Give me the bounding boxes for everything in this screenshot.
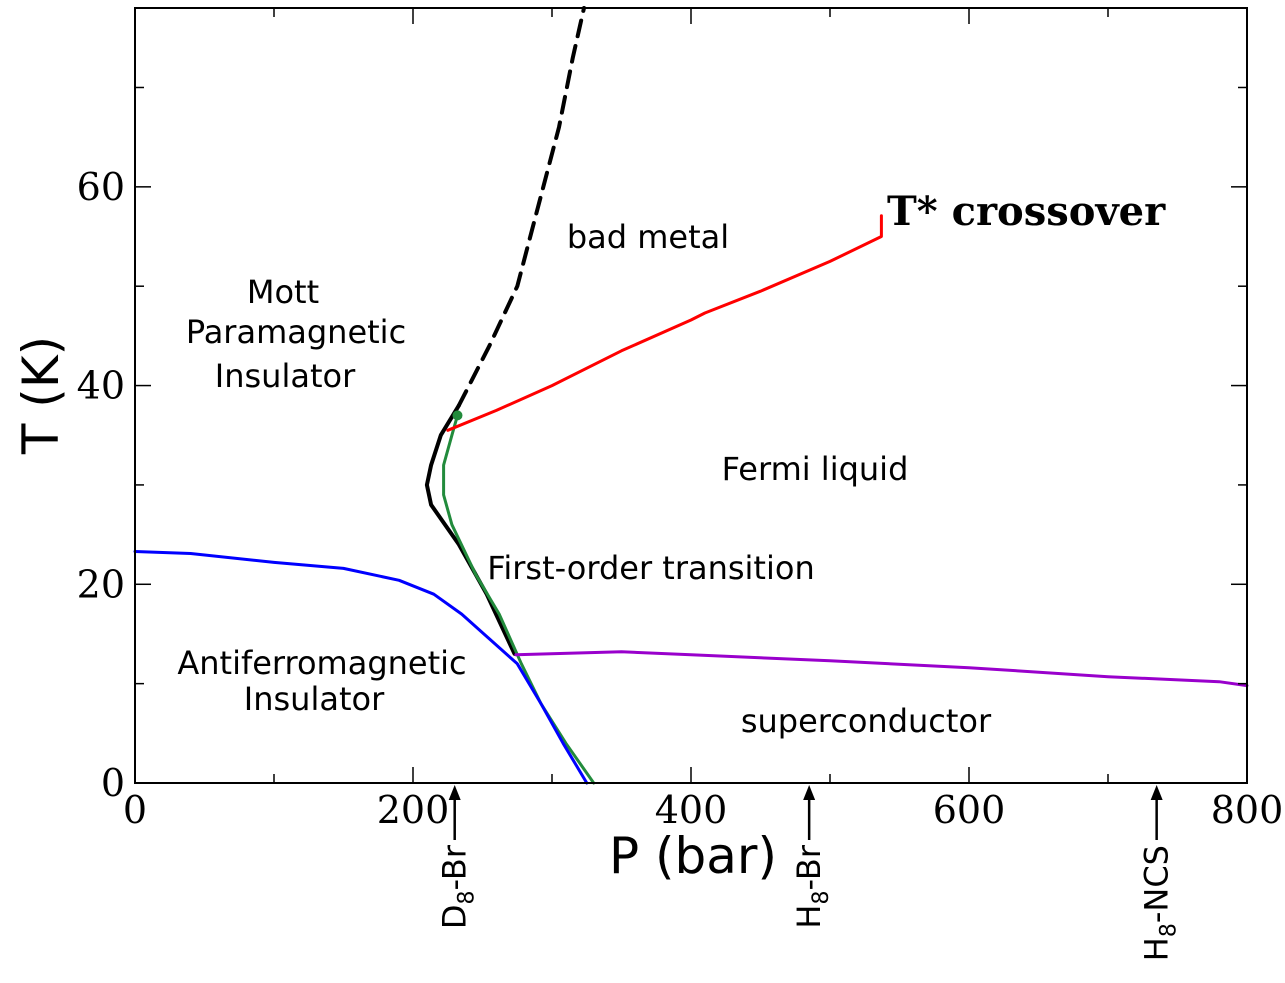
x-axis-title: P (bar) [609,827,777,885]
region-label-superconductor: superconductor [741,702,992,740]
callout-tstar-crossover: T* crossover [887,188,1166,235]
marker-arrow-head [803,785,816,800]
plot-frame [134,7,1248,784]
y-tick-label: 0 [101,761,125,805]
series-line-2 [442,413,596,785]
marker-arrow-head [448,785,461,800]
critical-point [452,410,463,421]
region-label-afm-line2: Insulator [244,680,385,718]
region-label-mott-line1: Mott [247,273,319,311]
region-label-bad-metal: bad metal [567,218,729,256]
region-label-mott-line3: Insulator [215,357,356,395]
series-line-0 [456,6,586,408]
marker-arrow-head [1150,785,1163,800]
x-tick-label: 400 [655,788,728,832]
series-line-5 [514,650,1249,688]
x-tick-label: 600 [933,788,1006,832]
series-line-4 [446,214,883,432]
y-tick-label: 60 [77,165,125,209]
plot-lines [133,6,1249,785]
series-line-3 [133,550,589,785]
region-label-afm-line1: Antiferromagnetic [177,644,466,682]
x-tick-label: 200 [377,788,450,832]
marker-label-1: H8-Br [790,844,834,928]
region-label-first-order: First-order transition [487,549,814,587]
sample-markers: D8-Br H8-Br H8-NCS [436,785,1182,961]
marker-label-0: D8-Br [436,844,480,929]
region-label-mott-line2: Paramagnetic [186,313,406,351]
y-tick-label: 40 [77,364,125,408]
region-label-fermi-liquid: Fermi liquid [722,450,909,488]
y-axis-title: T (K) [12,336,70,455]
axis-ticks: 0 200 400 600 800 0 20 40 60 [77,8,1284,832]
x-tick-label: 0 [123,788,147,832]
y-tick-label: 20 [77,562,125,606]
x-tick-label: 800 [1211,788,1284,832]
marker-label-2: H8-NCS [1138,845,1182,961]
